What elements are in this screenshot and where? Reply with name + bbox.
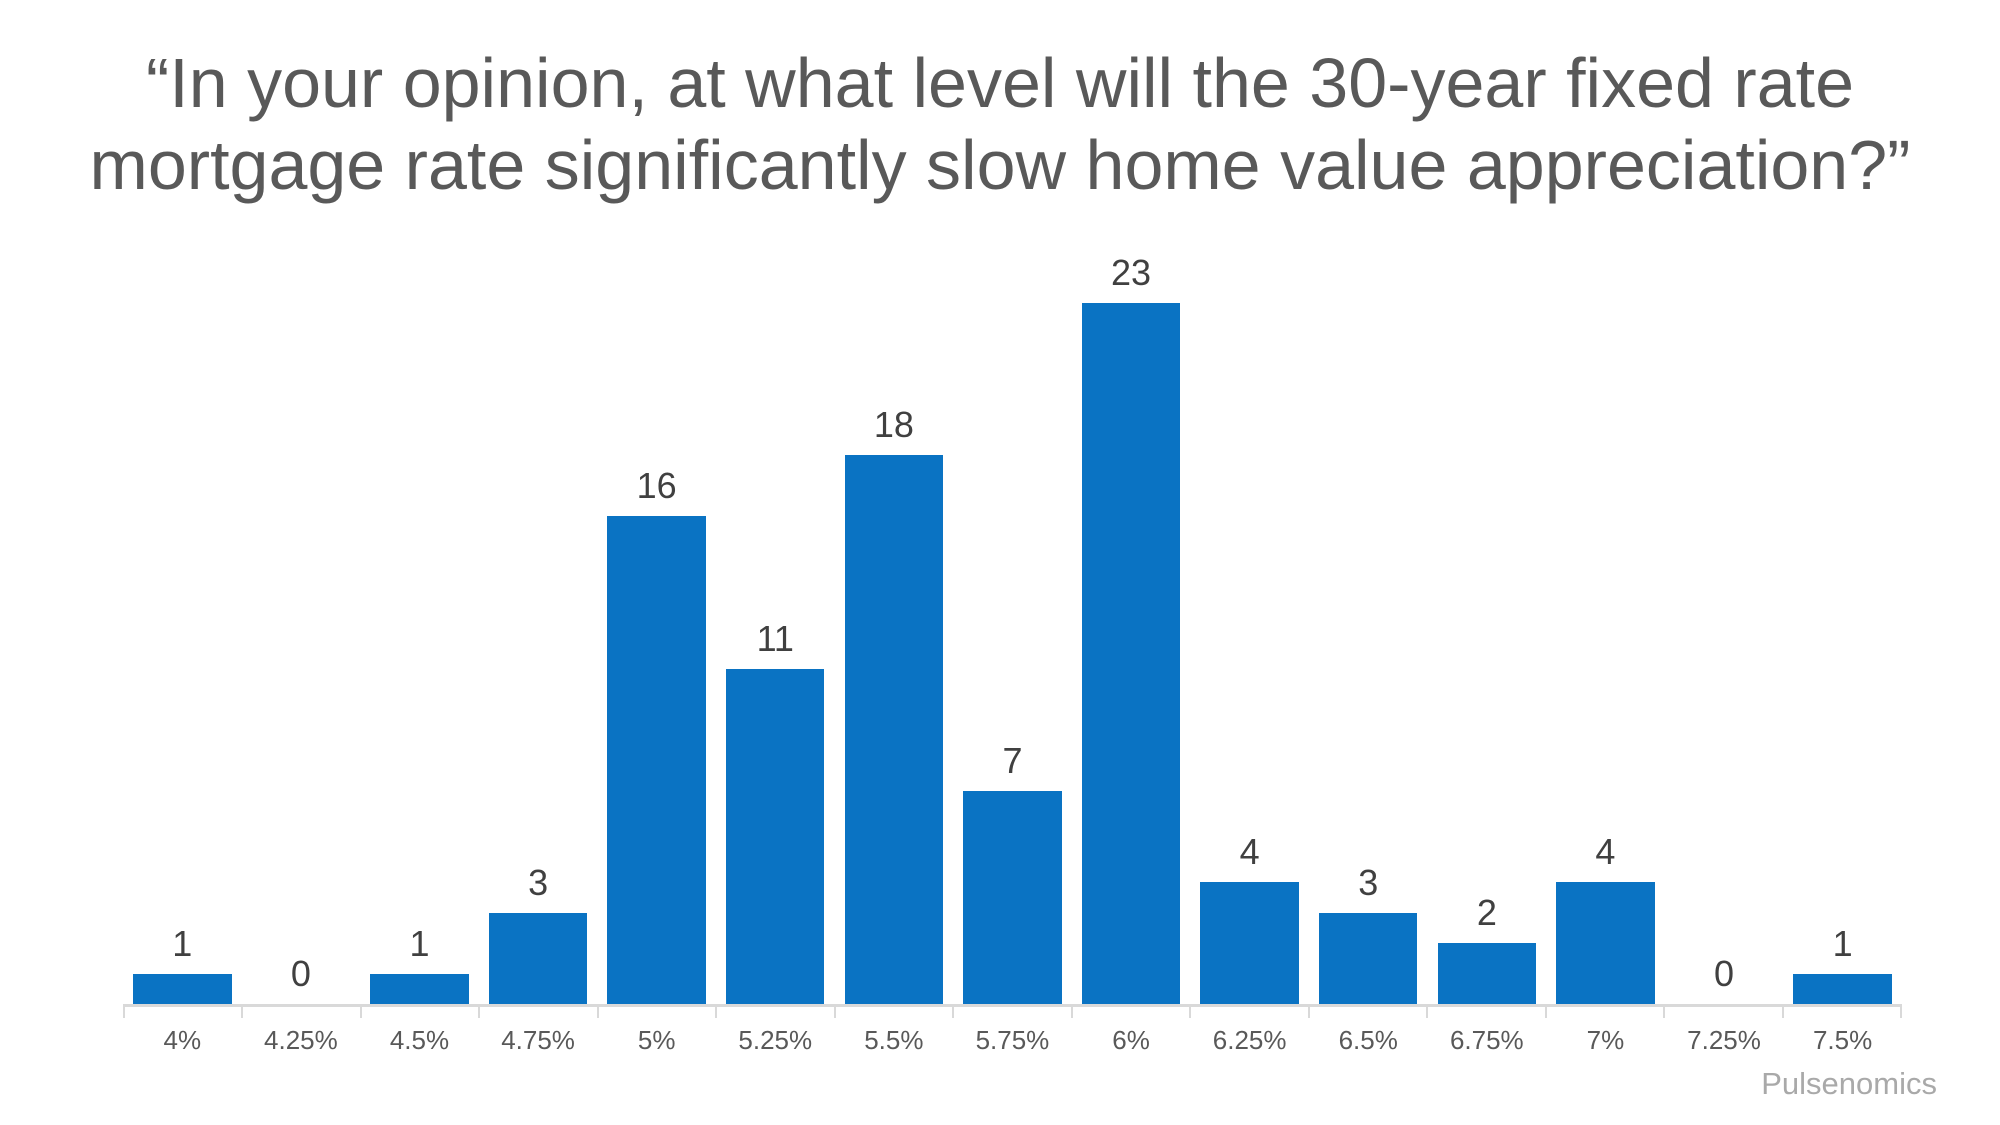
- bar-value-label: 16: [636, 465, 677, 506]
- bar-value-label: 3: [528, 861, 549, 903]
- bar-5.75%: [963, 790, 1062, 1004]
- bar-4.75%: [488, 912, 588, 1004]
- bar-6.5%: [1319, 912, 1418, 1004]
- bar-slot: 0: [1665, 244, 1784, 1004]
- bar-slot: 23: [1072, 244, 1191, 1004]
- axis-tick: [241, 1007, 359, 1018]
- bar-6.25%: [1200, 882, 1299, 1004]
- axis-tick: [1307, 1007, 1426, 1018]
- chart-title-line1: “In your opinion, at what level will the…: [145, 44, 1855, 122]
- attribution-label: Pulsenomics: [1761, 1066, 1937, 1101]
- axis-tick: [359, 1007, 478, 1018]
- bar-slot: 16: [597, 244, 716, 1004]
- axis-tick: [1663, 1007, 1781, 1018]
- x-tick-label: 5.5%: [864, 1025, 924, 1055]
- axis-tick: [1070, 1007, 1189, 1018]
- bar-slot: 7: [953, 244, 1072, 1004]
- axis-tick: [1189, 1007, 1307, 1018]
- bar-7%: [1556, 882, 1655, 1004]
- bar-slot: 4: [1190, 244, 1309, 1004]
- x-tick-label: 6%: [1112, 1025, 1150, 1055]
- x-tick-label: 4%: [163, 1025, 202, 1055]
- bar-slot: 4: [1546, 244, 1665, 1004]
- bar-slot: 18: [835, 244, 954, 1004]
- axis-tick: [1781, 1007, 1903, 1018]
- axis-tick: [478, 1007, 596, 1018]
- bar-5.25%: [726, 668, 825, 1004]
- bar-value-label: 1: [172, 922, 193, 964]
- bar-slot: 1: [360, 244, 479, 1004]
- x-tick-label: 5%: [637, 1025, 676, 1055]
- x-tick-label: 7%: [1586, 1025, 1625, 1055]
- bar-value-label: 1: [1832, 922, 1853, 964]
- chart-title: “In your opinion, at what level will the…: [0, 42, 2000, 206]
- x-tick-label: 6.25%: [1212, 1025, 1287, 1055]
- bar-4.5%: [370, 973, 469, 1004]
- bar-slot: 11: [716, 244, 835, 1004]
- x-tick-label: 4.5%: [389, 1025, 450, 1055]
- x-axis-line: [123, 1004, 1903, 1018]
- bar-6.75%: [1437, 943, 1537, 1004]
- bar-value-label: 11: [756, 617, 794, 659]
- x-tick-label: 5.25%: [738, 1025, 813, 1055]
- axis-tick: [596, 1007, 715, 1018]
- x-tick-label: 7.5%: [1812, 1025, 1873, 1055]
- bar-7.5%: [1793, 973, 1892, 1004]
- bar-slot: 2: [1428, 244, 1547, 1004]
- chart-title-line2: mortgage rate significantly slow home va…: [89, 126, 1911, 204]
- bar-value-label: 3: [1358, 861, 1379, 903]
- x-tick-label: 6.75%: [1449, 1025, 1524, 1055]
- bar-slot: 1: [1783, 244, 1902, 1004]
- bar-value-label: 1: [409, 922, 430, 964]
- bar-value-label: 4: [1239, 831, 1260, 872]
- axis-tick: [715, 1007, 833, 1018]
- bar-slot: 0: [242, 244, 361, 1004]
- x-tick-label: 4.75%: [501, 1025, 575, 1055]
- x-axis-labels: 4% 4.25% 4.5% 4.75% 5% 5.25% 5.5% 5.75% 6% 6.25% 6…: [123, 1025, 1902, 1056]
- bar-value-label: 18: [873, 404, 914, 445]
- bar-6%: [1081, 302, 1181, 1004]
- bar-value-label: 2: [1476, 892, 1497, 933]
- bar-slot: 3: [1309, 244, 1428, 1004]
- bar-5%: [607, 516, 706, 1004]
- bar-value-label: 7: [1002, 739, 1023, 781]
- bar-value-label: 23: [1111, 251, 1152, 293]
- x-tick-label: 5.75%: [975, 1025, 1050, 1055]
- axis-tick: [1426, 1007, 1544, 1018]
- bar-value-label: 0: [290, 953, 311, 994]
- axis-tick: [123, 1007, 241, 1018]
- bar-slot: 3: [479, 244, 598, 1004]
- axis-tick: [1544, 1007, 1663, 1018]
- axis-tick: [833, 1007, 952, 1018]
- bar-value-label: 4: [1595, 831, 1616, 872]
- axis-tick: [952, 1007, 1070, 1018]
- bar-4%: [133, 973, 232, 1004]
- bar-value-label: 0: [1714, 953, 1735, 994]
- plot-area: 1 0 1 3 16 11 18 7 23 4 3 2 4 0 1: [123, 244, 1902, 1004]
- x-tick-label: 7.25%: [1687, 1025, 1761, 1055]
- bar-slot: 1: [123, 244, 242, 1004]
- bar-5.5%: [844, 455, 944, 1004]
- x-tick-label: 4.25%: [264, 1025, 338, 1055]
- x-tick-label: 6.5%: [1338, 1025, 1398, 1055]
- bar-chart: 1 0 1 3 16 11 18 7 23 4 3 2 4 0 1 4% 4.25% 4.5% 4.75% 5% 5.…: [123, 244, 1903, 1056]
